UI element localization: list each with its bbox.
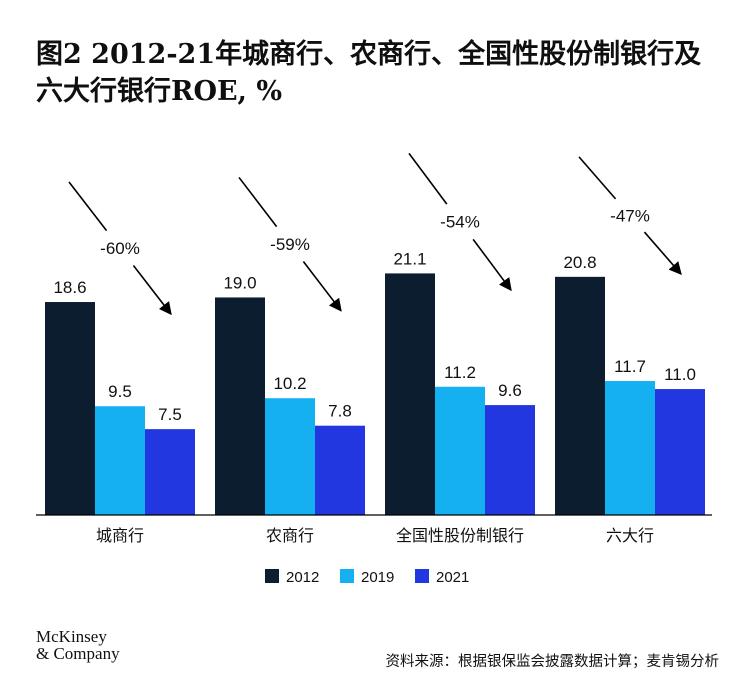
legend-swatch-2012 — [265, 569, 279, 583]
chart-title: 图2 2012-21年城商行、农商行、全国性股份制银行及六大行银行ROE, % — [36, 39, 702, 107]
legend-label: 2019 — [361, 569, 394, 586]
arrow-line-upper — [238, 176, 278, 228]
bar-2012-1 — [215, 297, 265, 515]
data-label: 7.8 — [328, 402, 352, 421]
bar-2021-0 — [145, 429, 195, 515]
legend-label: 2012 — [286, 569, 319, 586]
data-label: 11.7 — [614, 357, 646, 376]
bar-2019-3 — [605, 381, 655, 515]
data-label: 7.5 — [158, 405, 182, 424]
arrow-line-upper — [408, 152, 448, 205]
arrow-line-lower — [472, 238, 512, 292]
change-annotation: -59% — [270, 235, 310, 254]
source-note: 资料来源：根据银保监会披露数据计算；麦肯锡分析 — [385, 654, 720, 670]
arrow-line-upper — [578, 156, 617, 200]
bar-2019-2 — [435, 386, 485, 515]
arrow-line-lower — [132, 265, 172, 316]
bar-2021-1 — [315, 425, 365, 515]
data-label: 11.0 — [664, 365, 696, 384]
x-tick-label: 城商行 — [96, 526, 144, 545]
data-label: 18.6 — [53, 278, 86, 297]
legend-swatch-2021 — [415, 569, 429, 583]
bar-2012-0 — [45, 302, 95, 515]
change-annotation: -60% — [100, 239, 140, 258]
bar-2021-2 — [485, 405, 535, 515]
mckinsey-logo: McKinsey & Company — [36, 628, 120, 662]
arrow-line-lower — [302, 261, 342, 312]
data-label: 9.6 — [498, 381, 522, 400]
legend-label: 2021 — [436, 569, 469, 586]
bar-2012-2 — [385, 273, 435, 515]
x-tick-label: 全国性股份制银行 — [396, 526, 524, 545]
data-label: 19.0 — [223, 273, 256, 292]
bar-2019-1 — [265, 398, 315, 515]
data-label: 20.8 — [563, 253, 596, 272]
data-label: 9.5 — [108, 382, 132, 401]
bar-2019-0 — [95, 406, 145, 515]
data-label: 21.1 — [393, 249, 426, 268]
x-tick-label: 六大行 — [606, 526, 654, 545]
logo-line-2: & Company — [36, 644, 120, 663]
bar-2021-3 — [655, 389, 705, 515]
logo-line-1: McKinsey — [36, 627, 107, 646]
arrow-line-lower — [643, 231, 682, 276]
arrow-line-upper — [68, 181, 108, 232]
legend-swatch-2019 — [340, 569, 354, 583]
change-annotation: -54% — [440, 213, 480, 232]
change-annotation: -47% — [610, 206, 650, 225]
data-label: 11.2 — [444, 363, 476, 382]
x-tick-label: 农商行 — [266, 526, 314, 545]
data-label: 10.2 — [273, 374, 306, 393]
bar-2012-3 — [555, 276, 605, 515]
